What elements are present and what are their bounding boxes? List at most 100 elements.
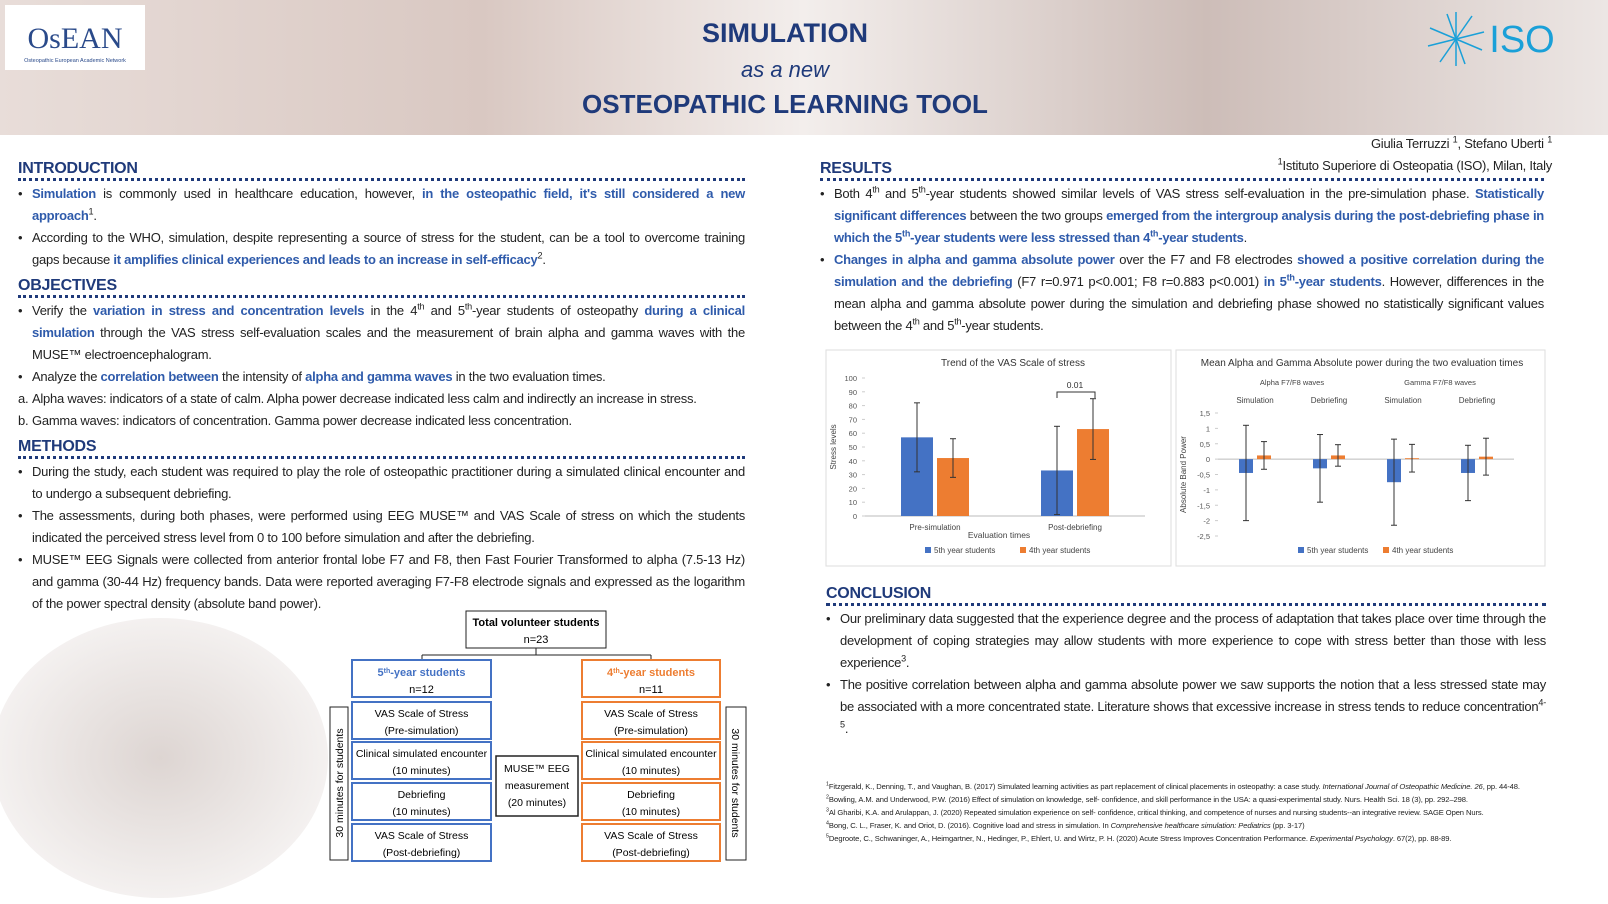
text-run: 1 [826,781,829,788]
legend-label: 4th year students [1029,546,1090,555]
text-run: th [954,316,962,327]
flow-label: (Post-debriefing) [383,847,461,859]
text-run: Istituto Superiore di Osteopatia (ISO), … [1282,158,1552,173]
y-tick-label: 60 [849,429,857,438]
text-run: th [1286,272,1295,283]
text-run: -year students [1158,230,1244,245]
photo [0,618,328,898]
text-run: 3 [901,653,906,664]
flow-box [725,706,747,861]
x-tick-label: Simulation [1384,396,1421,405]
text-run: th [613,668,620,675]
text-run: th [464,301,472,312]
reference: 2Bowling, A.M. and Underwood, P.W. (2016… [826,793,1546,806]
x-tick-label: Debriefing [1311,396,1347,405]
section-heading: METHODS [18,438,745,459]
legend-label: 5th year students [1307,546,1368,555]
text-run: Comprehensive healthcare simulation: Ped… [1110,821,1271,830]
list-text: Simulation is commonly used in healthcar… [32,183,745,227]
text-run: variation in stress and concentration le… [93,303,365,318]
flow-label: 30 minutes for students [334,728,346,837]
flow-box [351,823,492,862]
text-run: -year students showed similar levels of … [925,186,1475,201]
text-run: . [542,252,546,267]
text-run: during a clinical simulation [32,303,746,340]
text-run: The positive correlation between alpha a… [840,677,1546,714]
list-marker: • [820,252,825,267]
text-run: emerged from the intergroup analysis dur… [834,208,1544,245]
flow-box [581,659,721,698]
annotation: 0.01 [1067,380,1084,390]
legend-swatch [1298,547,1304,553]
flow-label: (10 minutes) [622,765,680,777]
y-tick-label: 0 [853,512,857,521]
text-run: and 5 [424,303,466,318]
y-tick-label: 0,5 [1200,440,1210,449]
flow-label: Clinical simulated encounter [356,748,488,760]
flow-label: Clinical simulated encounter [585,748,717,760]
y-axis-label: Absolute Band Power [1179,436,1188,513]
x-tick-label: Simulation [1236,396,1273,405]
y-tick-label: -2 [1203,517,1210,526]
y-tick-label: 80 [849,402,857,411]
list-marker: b. [18,413,29,428]
text-run: Bong, C. L., Fraser, K. and Oriot, D. (2… [828,821,1111,830]
flow-label: n=12 [409,684,434,696]
flow-box [351,701,492,740]
error-bar [1243,424,1249,522]
text-run: between the two groups [966,208,1107,223]
error-bar [950,438,956,478]
list-text: Changes in alpha and gamma absolute powe… [834,249,1544,337]
text-run: th [872,184,880,195]
y-tick-label: 0 [1206,455,1210,464]
text-run: th [912,316,920,327]
flow-label: Debriefing [627,789,675,801]
text-run: 5 [826,833,829,840]
text-run: Bowling, A.M. and Underwood, P.W. (2016)… [828,795,1468,804]
list-marker: • [18,303,23,318]
chart-title: Trend of the VAS Scale of stress [941,358,1085,369]
flow-label: n=23 [524,634,549,646]
y-tick-label: -1,5 [1197,501,1210,510]
text-run: is commonly used in healthcare education… [95,186,422,201]
error-bar [914,402,920,473]
flow-box [581,701,721,740]
conclusion-block: CONCLUSION • Our preliminary data suggeste… [826,583,1546,740]
legend-label: 4th year students [1392,546,1453,555]
text-run: Verify the [32,303,94,318]
flow-title: 5th-year students [378,667,466,679]
error-bar [1483,437,1489,476]
flow-label: (10 minutes) [392,806,450,818]
flow-box [495,755,579,817]
list-item: b. Gamma waves: indicators of concentrati… [18,410,745,432]
list-text: The positive correlation between alpha a… [840,674,1546,740]
flow-label: VAS Scale of Stress [375,830,469,842]
list-item: • Both 4th and 5th-year students showed s… [820,183,1544,249]
flow-label: (Post-debriefing) [612,847,690,859]
text-run: 2 [826,794,829,801]
y-tick-label: 1 [1206,424,1210,433]
text-run: and 5 [879,186,919,201]
error-bar [1335,444,1341,467]
flow-box [351,741,492,780]
text-run: 2 [537,250,543,261]
text-run: th [1150,228,1159,239]
text-run: in 5 [1263,274,1287,289]
text-run: in the 4 [364,303,418,318]
left-column: INTRODUCTION • Simulation is commonly used… [18,158,745,615]
text-run: , Stefano Uberti [1457,136,1548,151]
flow-label: (10 minutes) [622,806,680,818]
flow-box [351,659,492,698]
y-tick-label: -0,5 [1197,471,1210,480]
list-item: • During the study, each student was requ… [18,461,745,505]
list-text: Gamma waves: indicators of concentration… [32,410,745,432]
text-run: Statistically significant differences [834,186,1544,223]
text-run: Degroote, C., Schwaninger, A., Heimgartn… [828,834,1310,843]
text-run: -year students [1294,274,1382,289]
flow-label: (Pre-simulation) [384,725,458,737]
text-run: Our preliminary data suggested that the … [840,611,1546,670]
list-marker: a. [18,391,29,406]
reference: 4Bong, C. L., Fraser, K. and Oriot, D. (… [826,819,1546,832]
text-run: Simulation [32,186,96,201]
